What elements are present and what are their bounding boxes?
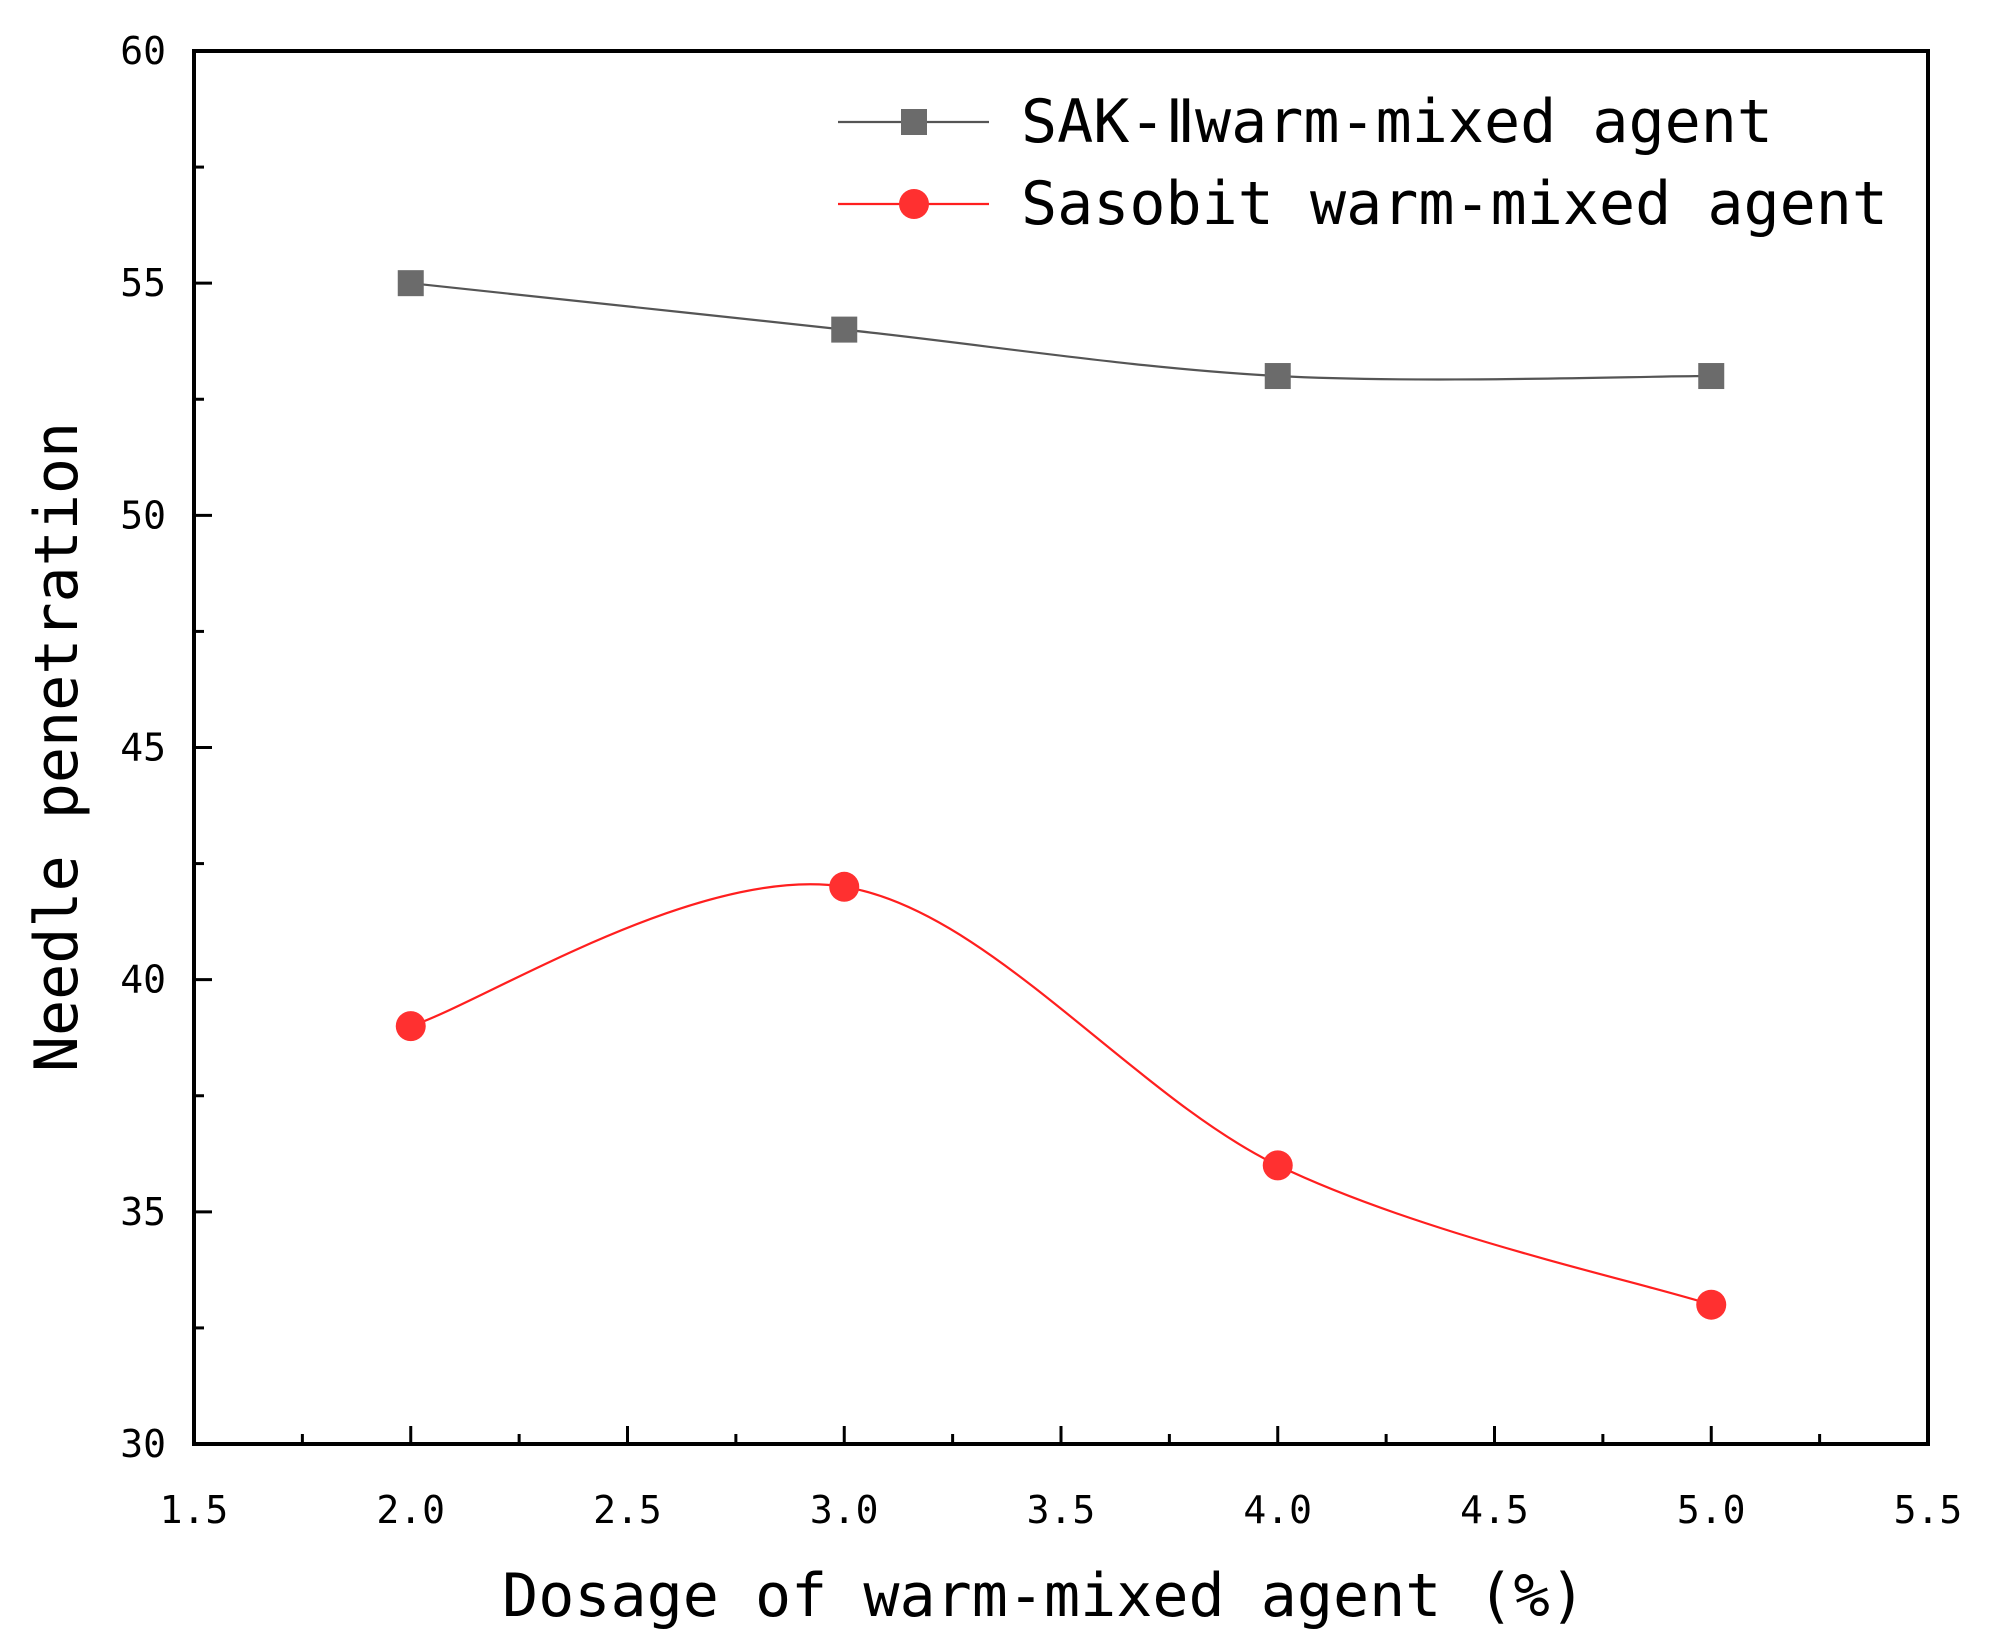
- data-point: [395, 1011, 426, 1042]
- data-point: [831, 316, 858, 343]
- series-1: [397, 270, 1725, 390]
- x-tick-label: 2.5: [593, 1488, 662, 1532]
- series-2: [395, 871, 1727, 1320]
- data-point: [829, 871, 860, 902]
- legend-item: SAK-Ⅱwarm-mixed agent: [838, 87, 1773, 157]
- y-tick-label: 60: [120, 29, 166, 73]
- x-axis-title: Dosage of warm-mixed agent (%): [502, 1561, 1586, 1631]
- legend-label: Sasobit warm-mixed agent: [1021, 169, 1888, 239]
- x-tick-label: 3.5: [1027, 1488, 1096, 1532]
- y-tick-label: 55: [120, 261, 166, 305]
- legend-marker: [901, 109, 927, 135]
- y-tick-label: 45: [120, 726, 166, 770]
- data-point: [397, 270, 424, 297]
- y-tick-label: 35: [120, 1190, 166, 1234]
- data-point: [1262, 1150, 1293, 1181]
- y-tick-label: 30: [120, 1422, 166, 1466]
- x-tick-label: 2.0: [376, 1488, 445, 1532]
- data-point: [1264, 363, 1291, 390]
- legend: SAK-Ⅱwarm-mixed agent Sasobit warm-mixed …: [838, 87, 1888, 239]
- x-tick-label: 3.0: [810, 1488, 879, 1532]
- legend-marker: [899, 189, 929, 219]
- x-tick-label: 4.5: [1460, 1488, 1529, 1532]
- series-line: [410, 282, 1712, 381]
- legend-item: Sasobit warm-mixed agent: [838, 169, 1888, 239]
- y-tick-label: 40: [120, 958, 166, 1002]
- x-tick-label: 5.0: [1677, 1488, 1746, 1532]
- legend-label: SAK-Ⅱwarm-mixed agent: [1021, 87, 1773, 157]
- data-point: [1698, 363, 1725, 390]
- x-tick-label: 1.5: [160, 1488, 229, 1532]
- data-point: [1696, 1289, 1727, 1320]
- x-tick-label: 4.0: [1243, 1488, 1312, 1532]
- series-line: [410, 883, 1712, 1306]
- y-axis-title: Needle penetration: [22, 422, 92, 1072]
- y-tick-label: 50: [120, 493, 166, 537]
- x-tick-label: 5.5: [1894, 1488, 1963, 1532]
